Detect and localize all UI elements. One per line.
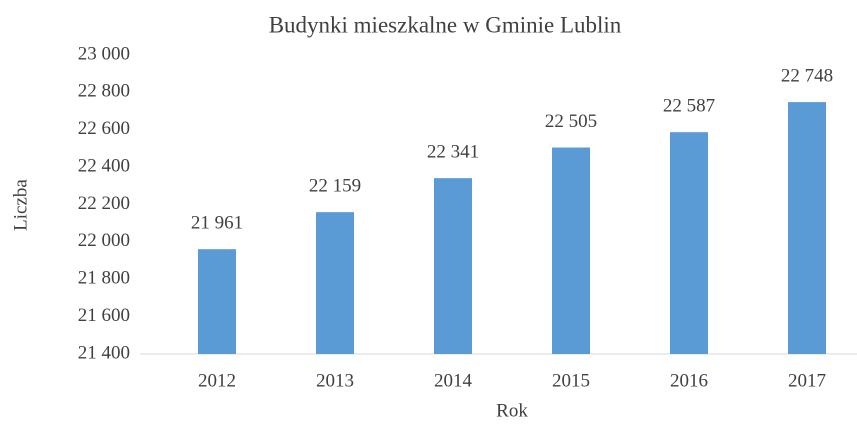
y-tick-label: 22 800 <box>78 81 130 102</box>
y-tick-label: 22 400 <box>78 155 130 176</box>
x-tick-label: 2016 <box>670 370 708 391</box>
value-label: 22 587 <box>663 96 715 117</box>
bar <box>552 147 590 354</box>
value-label: 22 159 <box>309 176 361 197</box>
y-tick-label: 22 000 <box>78 230 130 251</box>
x-tick-label: 2014 <box>434 370 473 391</box>
bar <box>434 178 472 354</box>
chart-title: Budynki mieszkalne w Gminie Lublin <box>269 12 622 37</box>
value-label: 22 505 <box>545 111 597 132</box>
y-axis-label: Liczba <box>10 179 31 231</box>
value-label: 21 961 <box>191 213 243 234</box>
x-tick-label: 2015 <box>552 370 590 391</box>
value-label: 22 341 <box>427 142 479 163</box>
x-tick-label: 2013 <box>316 370 354 391</box>
bar <box>670 132 708 354</box>
x-axis-label: Rok <box>496 400 528 421</box>
y-tick-label: 21 800 <box>78 268 130 289</box>
y-tick-label: 23 000 <box>78 43 130 64</box>
bar <box>316 212 354 354</box>
bar <box>788 102 826 354</box>
x-tick-label: 2017 <box>788 370 826 391</box>
bar <box>198 249 236 354</box>
y-tick-label: 22 600 <box>78 118 130 139</box>
y-tick-label: 22 200 <box>78 193 130 214</box>
y-tick-label: 21 400 <box>78 342 130 363</box>
y-tick-label: 21 600 <box>78 305 130 326</box>
value-label: 22 748 <box>781 65 833 86</box>
x-tick-label: 2012 <box>198 370 236 391</box>
